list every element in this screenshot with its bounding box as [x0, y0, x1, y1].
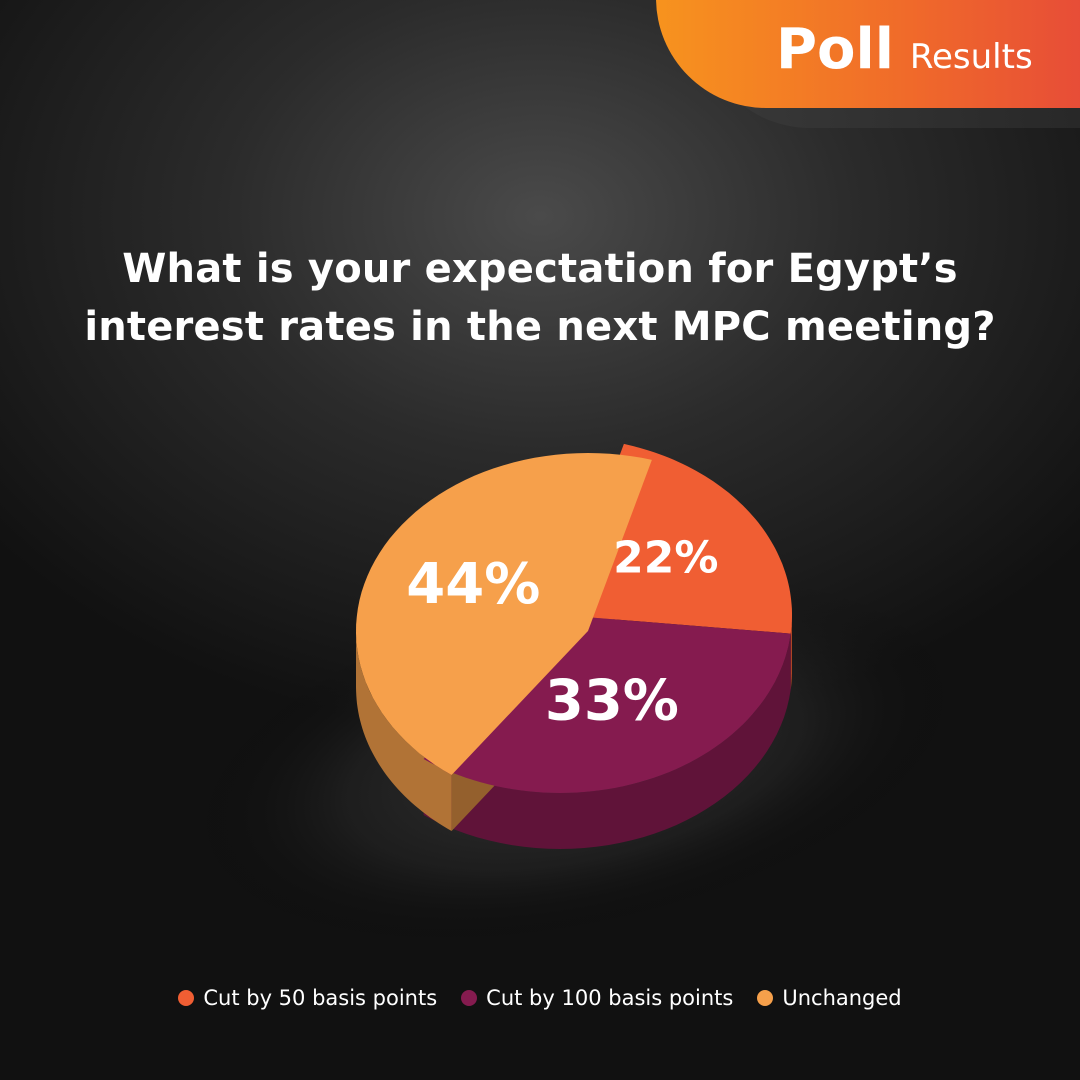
legend-label: Cut by 50 basis points [203, 986, 438, 1010]
slice-cut-by-100-basis-points [423, 615, 791, 793]
legend-swatch [178, 990, 195, 1006]
chart-legend: Cut by 50 basis points Cut by 100 basis p… [0, 986, 1080, 1010]
slice-side-3 [356, 631, 452, 831]
legend-label: Cut by 100 basis points [486, 986, 734, 1010]
slice-side-1 [790, 615, 792, 690]
slice-value-label: 22% [613, 532, 718, 583]
badge-title-light: Results [909, 37, 1033, 77]
slice-value-label: 33% [545, 669, 679, 734]
legend-label: Unchanged [782, 986, 902, 1010]
badge-title-bold: Poll [776, 17, 894, 82]
legend-swatch [461, 990, 478, 1006]
poll-results-badge: Poll Results [656, 0, 1080, 108]
legend-item: Cut by 50 basis points [178, 986, 437, 1010]
legend-item: Cut by 100 basis points [461, 986, 733, 1010]
slice-value-label: 44% [406, 552, 540, 617]
slice-unchanged [356, 453, 652, 775]
slice-side-2 [423, 633, 791, 849]
legend-swatch [757, 990, 774, 1006]
poll-question: What is your expectation for Egypt’s int… [84, 246, 996, 350]
legend-item: Unchanged [757, 986, 902, 1010]
